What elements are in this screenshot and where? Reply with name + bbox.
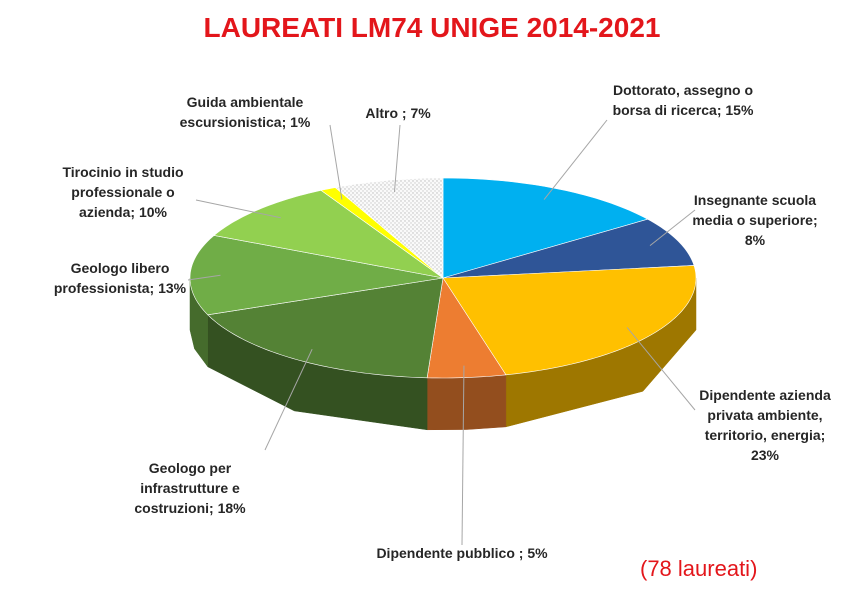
slice-label: Altro ; 7% <box>348 103 448 123</box>
leader-line <box>649 209 696 246</box>
category-name: Dipendente azienda privata ambiente, ter… <box>699 387 831 443</box>
value-label: 18% <box>217 500 246 516</box>
slice-label: Tirocinio in studio professionale o azie… <box>48 162 198 222</box>
value-label: 13% <box>158 280 187 296</box>
value-label: 1% <box>290 114 311 130</box>
value-label: 5% <box>527 545 548 561</box>
leader-line <box>626 327 696 411</box>
pie-slice <box>207 277 444 379</box>
slice-label: Dottorato, assegno o borsa di ricerca; 1… <box>603 80 763 120</box>
category-name: Geologo libero professionista; <box>53 260 170 296</box>
value-label: 10% <box>138 204 167 220</box>
pie-slice <box>320 187 444 279</box>
category-name: Insegnante scuola media o superiore; <box>692 192 818 228</box>
leader-line <box>264 348 313 451</box>
pie-slice <box>189 235 444 316</box>
pie-slice <box>442 177 649 279</box>
slice-label: Dipendente azienda privata ambiente, ter… <box>690 385 840 465</box>
pie-slice <box>442 265 697 376</box>
pie-slice <box>442 218 695 279</box>
pie-slice <box>213 190 444 279</box>
slice-label: Geologo libero professionista; 13% <box>50 258 190 298</box>
annotation: (78 laureati) <box>640 556 758 581</box>
leader-line <box>393 124 401 193</box>
slice-side <box>426 374 507 431</box>
value-label: 7% <box>410 105 431 121</box>
category-name: Geologo per infrastrutture e costruzioni… <box>134 460 240 516</box>
pie-slice <box>426 277 507 379</box>
leader-line <box>195 199 281 219</box>
category-name: Dipendente pubblico ; <box>376 545 524 561</box>
category-name: Dottorato, assegno o borsa di ricerca; <box>612 82 753 118</box>
value-label: 15% <box>725 102 754 118</box>
chart-title: LAUREATI LM74 UNIGE 2014-2021 <box>203 12 661 43</box>
slice-label: Geologo per infrastrutture e costruzioni… <box>115 458 265 518</box>
slice-label: Dipendente pubblico ; 5% <box>362 543 562 563</box>
category-name: Guida ambientale escursionistica; <box>179 94 304 130</box>
slice-label: Guida ambientale escursionistica; 1% <box>165 92 325 132</box>
leader-line <box>543 119 608 200</box>
value-label: 8% <box>744 232 766 248</box>
leader-line <box>187 274 221 281</box>
value-label: 23% <box>750 447 780 463</box>
leader-line <box>329 124 343 200</box>
leader-line <box>461 365 465 546</box>
slice-label: Insegnante scuola media o superiore; 8% <box>690 190 820 250</box>
category-name: Altro ; <box>365 105 407 121</box>
pie-slice <box>335 177 444 279</box>
category-name: Tirocinio in studio professionale o azie… <box>62 164 184 220</box>
